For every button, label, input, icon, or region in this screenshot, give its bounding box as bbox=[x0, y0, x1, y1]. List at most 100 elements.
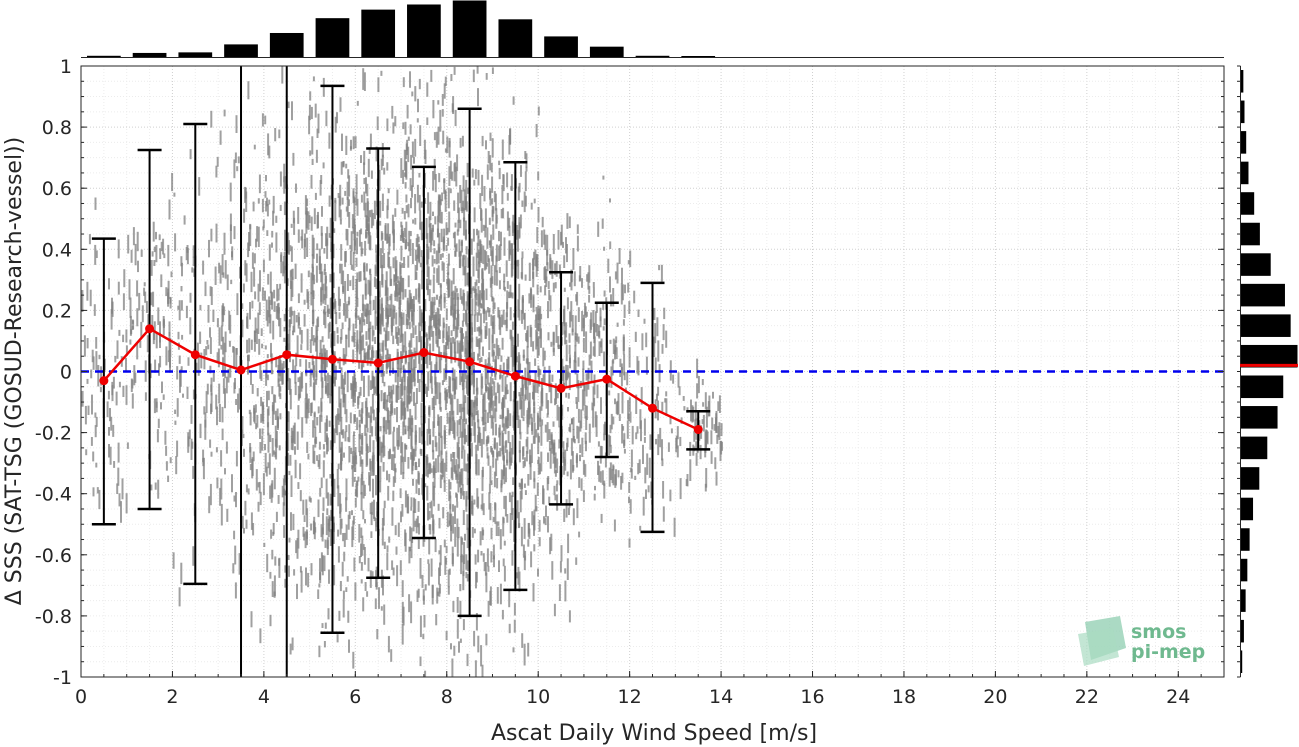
scatter-point bbox=[541, 216, 544, 228]
scatter-point bbox=[502, 423, 505, 432]
scatter-point bbox=[475, 444, 478, 464]
right-histogram-bar bbox=[1240, 161, 1249, 185]
scatter-point bbox=[262, 473, 265, 495]
scatter-point bbox=[287, 101, 290, 109]
scatter-point bbox=[380, 356, 383, 377]
scatter-point bbox=[310, 403, 313, 417]
scatter-point bbox=[355, 483, 358, 497]
scatter-point bbox=[492, 422, 495, 436]
scatter-point bbox=[294, 381, 297, 396]
scatter-point bbox=[360, 446, 363, 455]
scatter-point bbox=[600, 397, 602, 414]
scatter-point bbox=[479, 240, 482, 255]
scatter-point bbox=[516, 500, 519, 519]
scatter-point bbox=[364, 519, 366, 524]
scatter-point bbox=[294, 263, 297, 279]
scatter-point bbox=[476, 228, 478, 236]
scatter-point bbox=[696, 383, 699, 399]
scatter-point bbox=[369, 415, 372, 434]
scatter-point bbox=[312, 321, 315, 327]
scatter-point bbox=[374, 336, 377, 344]
scatter-point bbox=[568, 489, 571, 508]
scatter-point bbox=[387, 353, 390, 361]
scatter-point bbox=[383, 381, 386, 387]
scatter-point bbox=[597, 221, 600, 237]
scatter-point bbox=[159, 332, 161, 348]
scatter-point bbox=[253, 405, 256, 422]
scatter-point bbox=[371, 347, 374, 353]
scatter-point bbox=[222, 272, 225, 278]
scatter-point bbox=[516, 572, 519, 579]
mean-point bbox=[236, 365, 246, 375]
scatter-point bbox=[315, 149, 318, 163]
scatter-point bbox=[247, 354, 249, 375]
scatter-point bbox=[383, 416, 386, 432]
scatter-point bbox=[593, 336, 596, 357]
scatter-point bbox=[235, 492, 237, 508]
scatter-point bbox=[339, 184, 342, 206]
scatter-point bbox=[421, 270, 424, 290]
scatter-point bbox=[638, 459, 641, 473]
scatter-point bbox=[375, 485, 377, 496]
scatter-point bbox=[319, 180, 322, 196]
scatter-point bbox=[363, 265, 366, 280]
scatter-point bbox=[565, 237, 567, 254]
scatter-point bbox=[503, 273, 506, 283]
scatter-point bbox=[277, 417, 279, 429]
scatter-point bbox=[165, 287, 168, 297]
mean-point bbox=[190, 350, 200, 360]
scatter-point bbox=[404, 429, 407, 435]
scatter-point bbox=[308, 115, 311, 135]
scatter-point bbox=[366, 446, 369, 453]
scatter-point bbox=[538, 519, 541, 532]
scatter-point bbox=[250, 512, 253, 530]
scatter-point bbox=[155, 231, 157, 240]
scatter-point bbox=[446, 227, 449, 235]
scatter-point bbox=[478, 326, 481, 331]
scatter-point bbox=[204, 281, 207, 297]
scatter-point bbox=[354, 136, 357, 149]
scatter-point bbox=[185, 247, 188, 261]
scatter-point bbox=[329, 217, 332, 238]
scatter-point bbox=[539, 463, 541, 475]
scatter-point bbox=[431, 297, 434, 307]
scatter-point bbox=[358, 419, 361, 428]
scatter-point bbox=[315, 358, 318, 378]
scatter-point bbox=[328, 321, 331, 333]
scatter-point bbox=[391, 105, 394, 119]
scatter-point bbox=[572, 508, 575, 526]
scatter-point bbox=[475, 388, 478, 406]
scatter-point bbox=[493, 437, 496, 450]
scatter-point bbox=[526, 345, 529, 365]
scatter-point bbox=[621, 424, 624, 444]
scatter-point bbox=[491, 416, 494, 424]
scatter-point bbox=[415, 238, 418, 247]
scatter-point bbox=[448, 279, 451, 297]
scatter-point bbox=[355, 455, 358, 465]
scatter-point bbox=[549, 295, 552, 312]
scatter-point bbox=[537, 207, 540, 223]
scatter-point bbox=[630, 449, 633, 468]
scatter-point bbox=[437, 200, 440, 222]
scatter-point bbox=[344, 301, 347, 322]
scatter-point bbox=[313, 208, 316, 225]
scatter-point bbox=[278, 557, 281, 578]
scatter-point bbox=[446, 392, 449, 397]
scatter-point bbox=[343, 532, 346, 547]
top-histogram bbox=[87, 0, 716, 58]
scatter-point bbox=[461, 345, 464, 351]
scatter-point bbox=[350, 264, 353, 270]
scatter-point bbox=[360, 478, 363, 495]
scatter-point bbox=[359, 450, 361, 457]
scatter-point bbox=[333, 302, 336, 310]
scatter-point bbox=[367, 412, 370, 418]
scatter-point bbox=[410, 415, 413, 425]
y-tick-label: 0 bbox=[60, 362, 72, 384]
scatter-point bbox=[353, 198, 356, 203]
scatter-point bbox=[424, 198, 427, 204]
scatter-point bbox=[275, 306, 278, 319]
scatter-point bbox=[338, 357, 341, 369]
scatter-point bbox=[426, 233, 429, 248]
scatter-point bbox=[443, 462, 446, 483]
scatter-point bbox=[325, 516, 328, 536]
